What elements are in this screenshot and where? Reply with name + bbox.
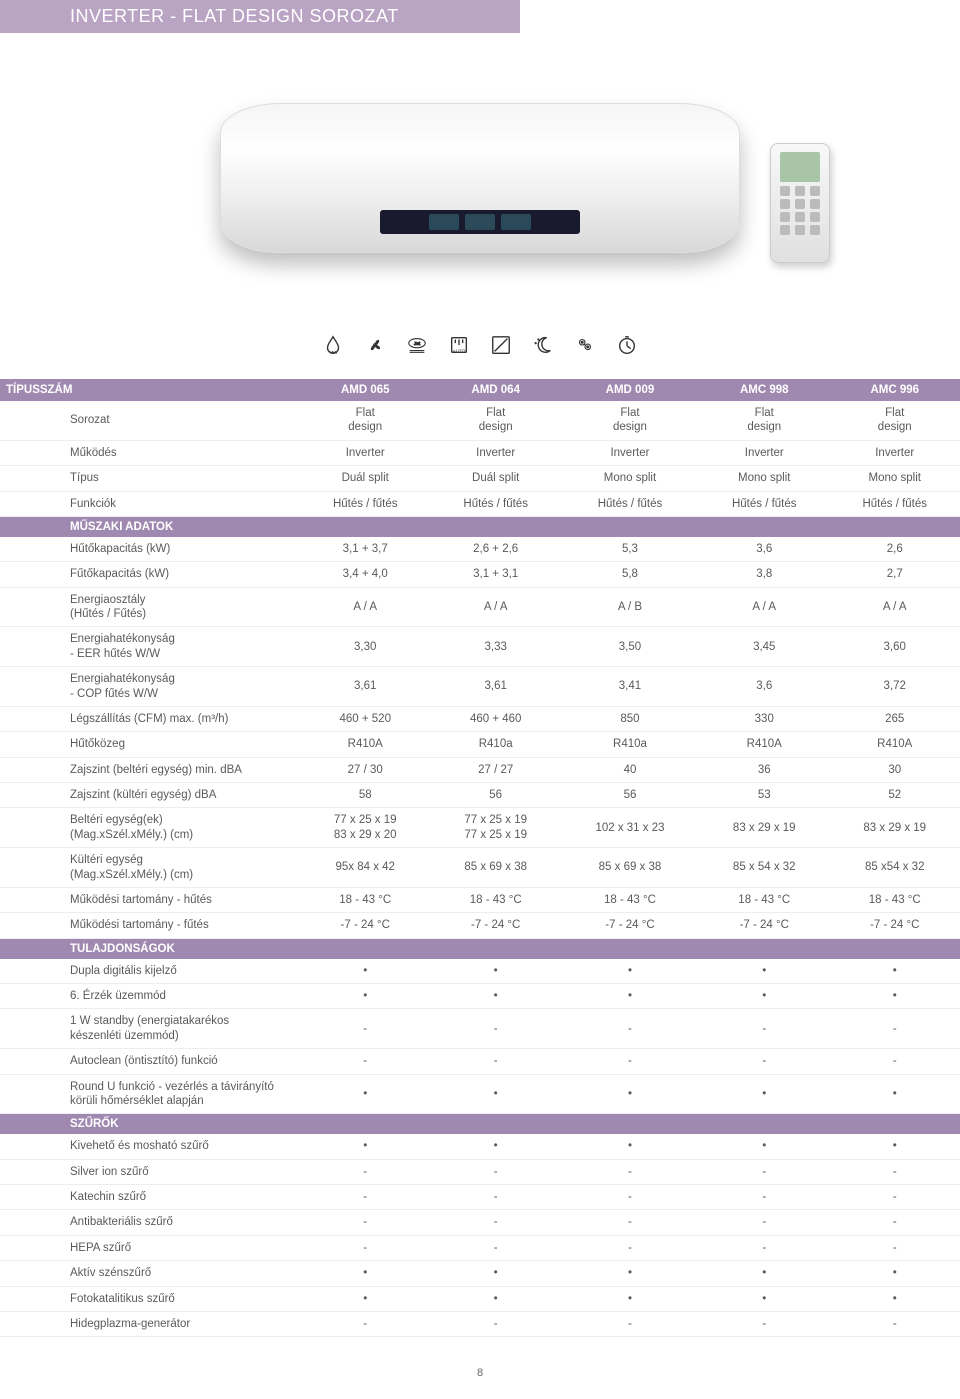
tech-row: Beltéri egység(ek)(Mag.xSzél.xMély.) (cm…: [0, 808, 960, 848]
tech-row: Energiahatékonyság- EER hűtés W/W3,303,3…: [0, 627, 960, 667]
tech-row: HűtőközegR410AR410aR410aR410AR410A: [0, 732, 960, 757]
remote-illustration: [770, 143, 830, 263]
section-features: TULAJDONSÁGOK: [0, 938, 960, 959]
features-row: Round U funkció - vezérlés a távirányító…: [0, 1074, 960, 1114]
filters-row: HEPA szűrő-----: [0, 1235, 960, 1260]
tech-row: Hűtőkapacitás (kW)3,1 + 3,72,6 + 2,65,33…: [0, 537, 960, 562]
fan-icon: [361, 333, 389, 357]
header-row: TÍPUSSZÁMAMD 065AMD 064AMD 009AMC 998AMC…: [0, 379, 960, 401]
swing-icon: [487, 333, 515, 357]
filters-row: Katechin szűrő-----: [0, 1185, 960, 1210]
tech-row: Zajszint (beltéri egység) min. dBA27 / 3…: [0, 757, 960, 782]
filters-row: Kivehető és mosható szűrő•••••: [0, 1134, 960, 1159]
tech-row: Működési tartomány - hűtés18 - 43 °C18 -…: [0, 887, 960, 912]
jet-icon: Jet: [403, 333, 431, 357]
tech-row: Működési tartomány - fűtés-7 - 24 °C-7 -…: [0, 913, 960, 938]
filters-row: Aktív szénszűrő•••••: [0, 1261, 960, 1286]
top-row: MűködésInverterInverterInverterInverterI…: [0, 440, 960, 465]
tech-row: Fűtőkapacitás (kW)3,4 + 4,03,1 + 3,15,83…: [0, 562, 960, 587]
top-row: TípusDuál splitDuál splitMono splitMono …: [0, 466, 960, 491]
tech-row: Légszállítás (CFM) max. (m³/h)460 + 5204…: [0, 706, 960, 731]
timer-icon: [613, 333, 641, 357]
filters-row: Antibakteriális szűrő-----: [0, 1210, 960, 1235]
moon-icon: [529, 333, 557, 357]
tech-row: Energiaosztály(Hűtés / Fűtés)A / AA / AA…: [0, 587, 960, 627]
top-row: SorozatFlatdesignFlatdesignFlatdesignFla…: [0, 401, 960, 440]
section-tech: MŰSZAKI ADATOK: [0, 516, 960, 537]
filters-row: Silver ion szűrő-----: [0, 1159, 960, 1184]
svg-text:AUTO: AUTO: [453, 348, 466, 353]
ac-unit-illustration: [220, 103, 740, 253]
top-row: FunkciókHűtés / fűtésHűtés / fűtésHűtés …: [0, 491, 960, 516]
tech-row: Energiahatékonyság- COP fűtés W/W3,613,6…: [0, 667, 960, 707]
ion-icon: [571, 333, 599, 357]
product-image-area: [0, 33, 960, 323]
page-number: 8: [0, 1367, 960, 1379]
features-row: 6. Érzék üzemmód•••••: [0, 984, 960, 1009]
page-title: INVERTER - FLAT DESIGN SOROZAT: [0, 0, 520, 33]
feature-icons-row: Jet AUTO: [0, 333, 960, 357]
tech-row: Kültéri egység(Mag.xSzél.xMély.) (cm)95x…: [0, 848, 960, 888]
svg-text:Jet: Jet: [414, 341, 421, 346]
tech-row: Zajszint (kültéri egység) dBA5856565352: [0, 783, 960, 808]
features-row: Autoclean (öntisztító) funkció-----: [0, 1049, 960, 1074]
auto-icon: AUTO: [445, 333, 473, 357]
filters-row: Fotokatalitikus szűrő•••••: [0, 1286, 960, 1311]
features-row: Dupla digitális kijelző•••••: [0, 959, 960, 984]
droplet-icon: [319, 333, 347, 357]
section-filters: SZŰRŐK: [0, 1114, 960, 1135]
filters-row: Hidegplazma-generátor-----: [0, 1311, 960, 1336]
spec-table: TÍPUSSZÁMAMD 065AMD 064AMD 009AMC 998AMC…: [0, 379, 960, 1337]
features-row: 1 W standby (energiatakarékoskészenléti …: [0, 1009, 960, 1049]
